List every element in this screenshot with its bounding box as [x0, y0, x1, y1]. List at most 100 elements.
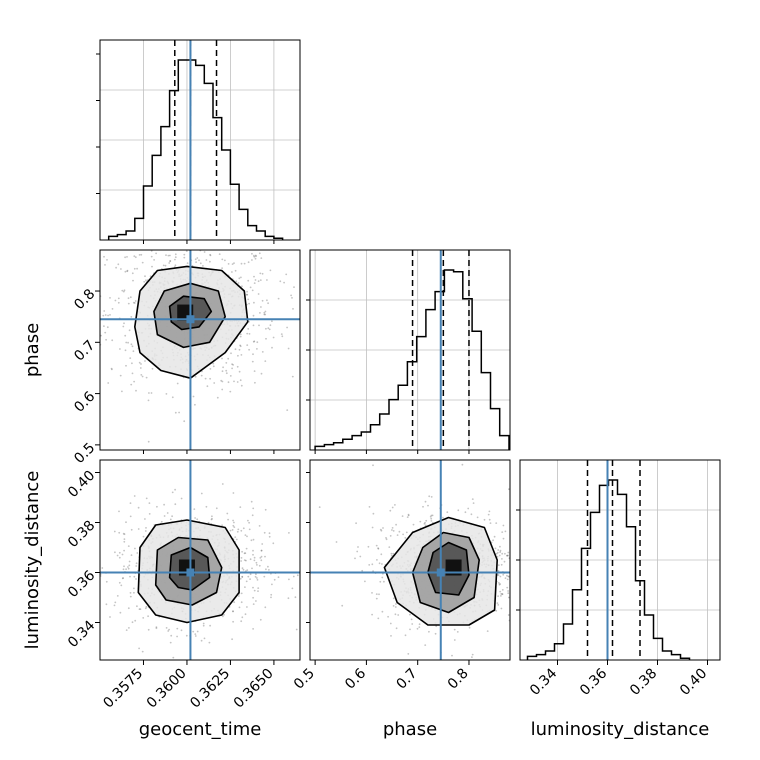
sample-point	[534, 640, 536, 642]
sample-point	[115, 266, 117, 269]
sample-point	[155, 627, 158, 630]
sample-point	[144, 530, 147, 532]
sample-point	[132, 350, 135, 353]
sample-point	[174, 503, 177, 506]
sample-point	[221, 388, 224, 391]
sample-point	[229, 375, 232, 377]
sample-point	[397, 614, 400, 616]
sample-point	[125, 629, 128, 631]
sample-point	[502, 537, 505, 540]
sample-point	[157, 245, 159, 247]
sample-point	[392, 605, 395, 607]
sample-point	[382, 527, 384, 529]
sample-point	[194, 403, 196, 406]
sample-point	[123, 538, 126, 540]
sample-point	[256, 564, 258, 566]
sample-point	[127, 545, 130, 547]
sample-point	[233, 601, 236, 604]
truth-marker	[436, 568, 445, 577]
sample-point	[232, 519, 235, 522]
sample-point	[145, 279, 147, 282]
sample-point	[500, 593, 503, 595]
sample-point	[287, 597, 290, 600]
sample-point	[243, 552, 246, 555]
sample-point	[202, 265, 204, 267]
sample-point	[105, 603, 108, 606]
sample-point	[113, 530, 116, 533]
sample-point	[269, 324, 272, 327]
sample-point	[233, 521, 235, 524]
sample-point	[137, 528, 140, 530]
sample-point	[240, 262, 243, 265]
sample-point	[94, 271, 96, 273]
sample-point	[239, 506, 242, 508]
sample-point	[246, 344, 249, 346]
sample-point	[194, 635, 197, 637]
sample-point	[144, 275, 146, 278]
sample-point	[129, 575, 131, 578]
sample-point	[109, 314, 111, 316]
xtick-label-luminosity_distance-1: 0.36	[577, 665, 610, 698]
sample-point	[147, 399, 150, 402]
sample-point	[390, 554, 393, 557]
sample-point	[114, 551, 116, 554]
sample-point	[97, 320, 99, 322]
sample-point	[227, 518, 230, 521]
sample-point	[117, 263, 120, 266]
sample-point	[416, 627, 419, 630]
sample-point	[142, 617, 145, 619]
sample-point	[249, 558, 252, 561]
sample-point	[122, 577, 124, 579]
panel-frame	[99, 39, 301, 241]
sample-point	[231, 367, 234, 370]
ytick-label-phase-3: 0.8	[71, 286, 98, 313]
ylabel-luminosity-distance: luminosity_distance	[22, 471, 43, 650]
sample-point	[247, 261, 250, 264]
sample-point	[277, 297, 280, 300]
sample-point	[235, 280, 238, 283]
sample-point	[406, 516, 409, 518]
sample-point	[511, 563, 513, 565]
sample-point	[150, 255, 153, 258]
sample-point	[246, 290, 249, 293]
sample-point	[264, 555, 266, 558]
sample-point	[200, 374, 203, 377]
sample-point	[200, 492, 203, 495]
sample-point	[168, 628, 171, 631]
xtick-label-phase-3: 0.8	[445, 666, 472, 693]
sample-point	[539, 572, 541, 574]
sample-point	[127, 567, 130, 570]
sample-point	[247, 279, 250, 282]
sample-point	[268, 532, 271, 535]
sample-point	[521, 547, 523, 549]
sample-point	[77, 555, 79, 557]
sample-point	[287, 347, 290, 350]
sample-point	[233, 380, 235, 383]
sample-point	[252, 324, 255, 327]
hist-panel-luminosity_distance	[516, 459, 721, 661]
sample-point	[182, 231, 184, 233]
sample-point	[169, 518, 172, 521]
sample-point	[231, 363, 234, 366]
sample-point	[476, 516, 479, 519]
sample-point	[507, 590, 509, 592]
ytick-label-luminosity_distance-1: 0.36	[65, 567, 98, 600]
sample-point	[245, 559, 247, 562]
contour-line-2	[168, 546, 211, 591]
sample-point	[252, 314, 255, 317]
sample-point	[390, 635, 392, 637]
sample-point	[368, 564, 371, 566]
sample-point	[119, 611, 122, 614]
sample-point	[118, 581, 121, 584]
sample-point	[171, 396, 174, 399]
sample-point	[232, 620, 235, 623]
xtick-label-geocent_time-1: 0.3600	[144, 666, 190, 712]
sample-point	[134, 547, 136, 550]
sample-point	[301, 578, 303, 580]
sample-point	[255, 561, 258, 564]
sample-point	[253, 556, 256, 559]
sample-point	[375, 597, 378, 600]
sample-point	[430, 514, 433, 517]
sample-point	[227, 230, 229, 232]
sample-point	[248, 528, 251, 531]
